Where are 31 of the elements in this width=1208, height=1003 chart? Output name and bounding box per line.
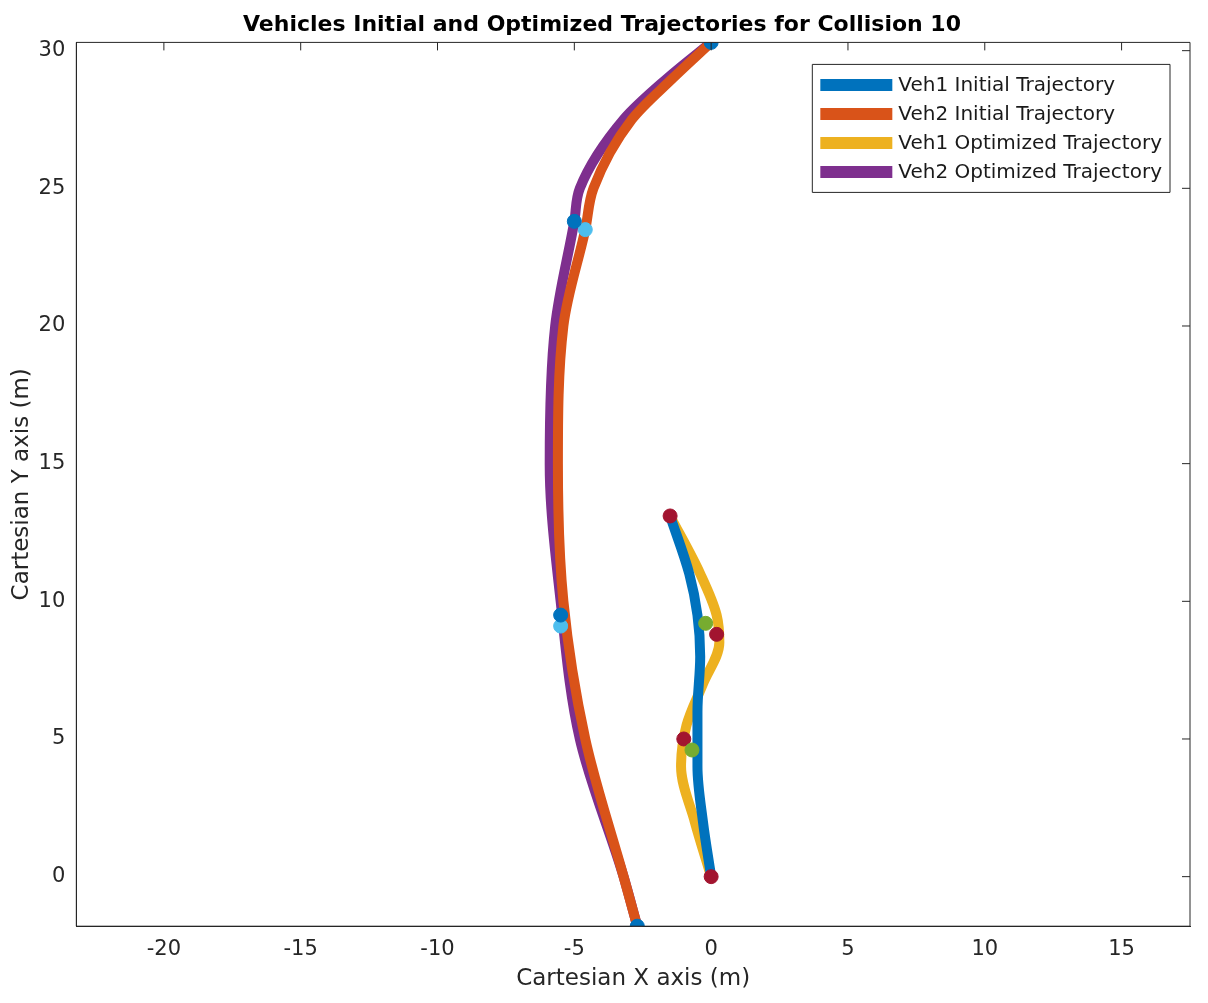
x-tick-label: -15	[283, 936, 318, 961]
y-tick-label: 30	[38, 37, 66, 62]
x-tick-label: -10	[420, 936, 455, 961]
legend-label: Veh2 Initial Trajectory	[898, 101, 1116, 126]
x-tick-label: 5	[841, 936, 855, 961]
y-tick-label: 0	[51, 863, 66, 888]
y-tick-label: 25	[38, 174, 66, 199]
point	[577, 222, 593, 238]
y-tick-label: 10	[38, 587, 66, 612]
point	[553, 607, 569, 623]
chart-title: Vehicles Initial and Optimized Trajectories for Collision 10	[243, 10, 961, 36]
point	[676, 731, 692, 747]
x-tick-label: -20	[146, 936, 182, 961]
point	[703, 869, 719, 885]
legend-label: Veh2 Optimized Trajectory	[898, 159, 1163, 184]
x-axis-title: Cartesian X axis (m)	[516, 964, 751, 991]
point	[709, 626, 725, 642]
point	[698, 615, 714, 631]
x-tick-label: 0	[704, 936, 718, 961]
legend-label: Veh1 Initial Trajectory	[898, 72, 1116, 97]
point	[684, 742, 700, 758]
point	[662, 508, 678, 524]
legend-label: Veh1 Optimized Trajectory	[898, 130, 1163, 155]
point	[566, 213, 582, 229]
x-tick-label: 15	[1108, 936, 1135, 961]
x-tick-label: 10	[971, 936, 999, 961]
y-axis-title: Cartesian Y axis (m)	[6, 368, 33, 601]
y-tick-label: 5	[51, 725, 66, 750]
y-tick-label: 15	[38, 450, 66, 475]
y-tick-label: 20	[38, 312, 66, 337]
x-tick-label: -5	[563, 936, 585, 961]
